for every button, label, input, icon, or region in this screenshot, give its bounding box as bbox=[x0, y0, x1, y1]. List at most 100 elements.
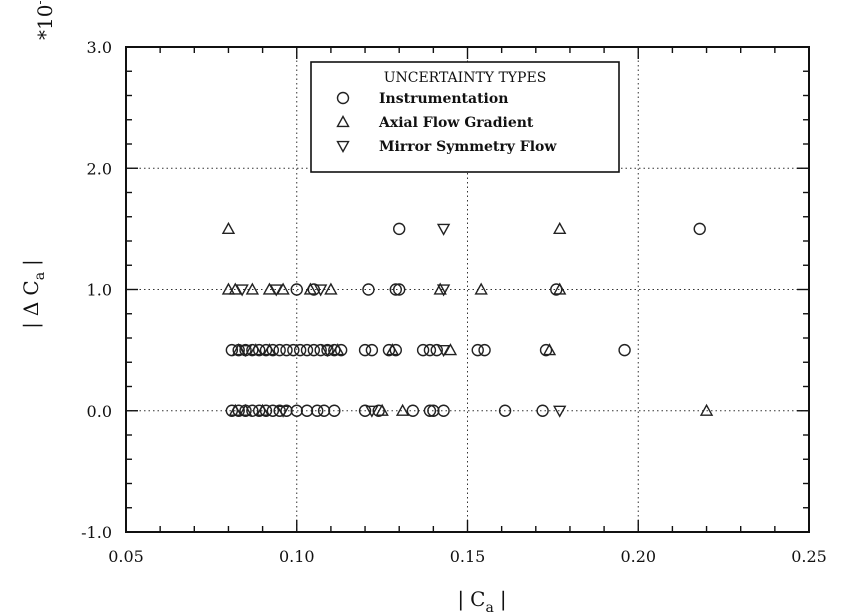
x-tick-label: 0.10 bbox=[279, 547, 315, 566]
data-point-circle bbox=[287, 343, 300, 357]
data-point-circle bbox=[393, 283, 406, 296]
data-point-circle bbox=[307, 343, 321, 357]
data-point-triangle-up bbox=[249, 343, 263, 356]
data-point-triangle-up bbox=[542, 343, 557, 356]
data-point-circle bbox=[280, 404, 293, 417]
data-point-triangle-up bbox=[255, 403, 270, 416]
data-point-triangle-down bbox=[235, 284, 249, 297]
data-point-circle bbox=[423, 343, 437, 357]
data-point-circle bbox=[259, 404, 273, 417]
data-point-circle bbox=[393, 222, 406, 236]
legend-label: Instrumentation bbox=[379, 91, 508, 107]
data-point-triangle-up bbox=[221, 221, 236, 234]
data-marks bbox=[221, 221, 714, 418]
data-point-circle bbox=[536, 404, 549, 417]
x-tick-label: 0.05 bbox=[108, 547, 144, 566]
data-point-circle bbox=[266, 343, 280, 357]
legend-label: Mirror Symmetry Flow bbox=[379, 139, 557, 155]
data-point-triangle-up bbox=[245, 282, 260, 295]
legend: UNCERTAINTY TYPES Instrumentation Axial F… bbox=[310, 61, 620, 173]
data-point-circle bbox=[539, 343, 553, 357]
data-point-circle bbox=[358, 404, 372, 417]
data-point-circle bbox=[471, 343, 484, 357]
axis-ticks bbox=[125, 46, 810, 533]
data-point-triangle-up bbox=[553, 221, 567, 234]
data-point-circle bbox=[498, 404, 512, 417]
data-point-circle bbox=[311, 404, 324, 417]
legend-marker-triangle-up bbox=[336, 115, 350, 128]
data-point-circle bbox=[246, 404, 259, 417]
data-point-circle bbox=[550, 283, 563, 296]
data-point-circle bbox=[328, 404, 341, 417]
data-point-circle bbox=[362, 283, 375, 296]
data-point-circle bbox=[427, 404, 440, 417]
data-point-triangle-up bbox=[238, 403, 253, 416]
data-point-circle bbox=[252, 404, 266, 417]
data-point-circle bbox=[618, 343, 631, 357]
x-axis-title: | Ca | bbox=[457, 587, 506, 614]
series-circle bbox=[225, 222, 706, 417]
data-point-triangle-up bbox=[324, 282, 338, 295]
data-point-triangle-down bbox=[436, 284, 451, 297]
legend-box bbox=[310, 61, 620, 173]
data-point-triangle-up bbox=[303, 282, 318, 295]
data-point-triangle-up bbox=[385, 343, 400, 356]
data-point-triangle-down bbox=[276, 405, 290, 418]
data-point-circle bbox=[406, 404, 420, 417]
y-tick-label: 1.0 bbox=[87, 281, 112, 300]
x-tick-label: 0.25 bbox=[791, 547, 827, 566]
data-point-circle bbox=[290, 283, 303, 296]
y-tick-label: 3.0 bbox=[87, 38, 112, 57]
data-point-triangle-down bbox=[238, 345, 253, 358]
data-point-triangle-down bbox=[553, 405, 567, 418]
x-axis-bar-left: | bbox=[457, 587, 464, 612]
data-point-circle bbox=[280, 343, 293, 357]
data-point-circle bbox=[225, 404, 239, 417]
data-point-circle bbox=[437, 404, 450, 417]
data-point-triangle-up bbox=[262, 343, 277, 356]
data-point-triangle-up bbox=[331, 343, 345, 356]
data-point-triangle-down bbox=[436, 345, 451, 358]
data-point-circle bbox=[334, 343, 348, 357]
data-point-triangle-down bbox=[269, 284, 283, 297]
data-point-circle bbox=[358, 343, 372, 357]
series-triangle-up bbox=[221, 221, 714, 416]
legend-entries: Instrumentation Axial Flow Gradient Mirror… bbox=[336, 91, 557, 155]
data-point-circle bbox=[290, 404, 303, 417]
data-point-circle bbox=[252, 343, 266, 357]
data-point-circle bbox=[300, 343, 314, 357]
data-point-triangle-up bbox=[433, 282, 447, 295]
data-point-circle bbox=[246, 343, 259, 357]
data-point-triangle-down bbox=[313, 284, 328, 297]
data-point-triangle-up bbox=[228, 403, 242, 416]
y-tick-label: 2.0 bbox=[87, 159, 112, 178]
x-tick-label: 0.20 bbox=[620, 547, 656, 566]
data-point-circle bbox=[365, 343, 379, 357]
data-point-circle bbox=[307, 283, 321, 296]
data-point-circle bbox=[232, 404, 245, 417]
data-point-circle bbox=[273, 404, 286, 417]
legend-marker-circle bbox=[336, 91, 350, 105]
data-point-triangle-up bbox=[553, 282, 567, 295]
data-point-circle bbox=[478, 343, 491, 357]
data-point-triangle-down bbox=[436, 223, 451, 236]
y-axis-title: |ΔCa| bbox=[19, 259, 48, 329]
data-point-circle bbox=[389, 283, 402, 296]
data-point-circle bbox=[314, 343, 327, 357]
data-point-circle bbox=[293, 343, 307, 357]
data-point-circle bbox=[259, 343, 273, 357]
legend-marker-triangle-down bbox=[336, 140, 350, 153]
tick-labels: 0.05 0.10 0.15 0.20 0.25 -1.0 0.0 1.0 2.0 3.0 bbox=[81, 38, 827, 566]
y-multiplier-label: *10-3 bbox=[33, 0, 57, 40]
data-point-circle bbox=[225, 343, 239, 357]
data-point-triangle-up bbox=[221, 282, 236, 295]
legend-label: Axial Flow Gradient bbox=[378, 115, 534, 131]
data-point-triangle-up bbox=[375, 403, 389, 416]
data-point-circle bbox=[693, 222, 706, 236]
data-point-circle bbox=[372, 404, 385, 417]
series-triangle-down bbox=[235, 223, 567, 418]
y-tick-label: 0.0 bbox=[87, 402, 112, 421]
data-point-circle bbox=[317, 404, 331, 417]
legend-title: UNCERTAINTY TYPES bbox=[384, 70, 547, 86]
